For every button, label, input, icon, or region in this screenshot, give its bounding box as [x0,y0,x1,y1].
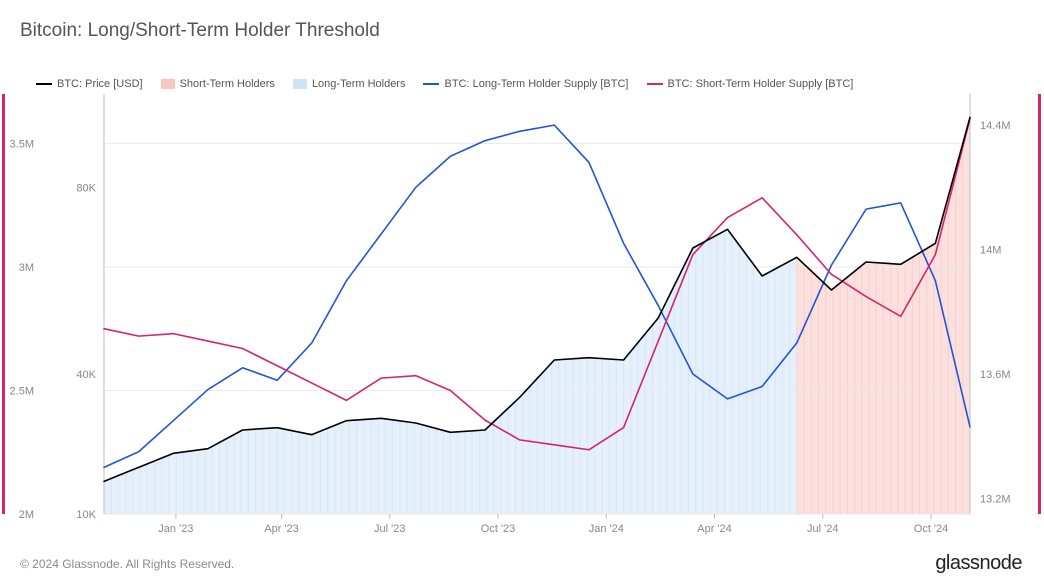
legend: BTC: Price [USD] Short-Term Holders Long… [36,78,853,90]
legend-lth: BTC: Long-Term Holder Supply [BTC] [423,78,628,90]
svg-text:14M: 14M [980,245,1001,257]
legend-swatch-sth [647,83,663,85]
legend-lth-bg: Long-Term Holders [293,78,406,90]
svg-text:Apr '23: Apr '23 [264,523,299,535]
legend-label-lth: BTC: Long-Term Holder Supply [BTC] [444,78,628,90]
svg-text:13.2M: 13.2M [980,493,1011,505]
svg-text:Oct '24: Oct '24 [914,523,949,535]
svg-text:Apr '24: Apr '24 [697,523,732,535]
svg-text:40K: 40K [76,369,96,381]
svg-text:Oct '23: Oct '23 [481,523,516,535]
chart-title: Bitcoin: Long/Short-Term Holder Threshol… [20,20,380,42]
copyright: © 2024 Glassnode. All Rights Reserved. [20,557,234,571]
svg-text:14.4M: 14.4M [980,120,1011,132]
legend-swatch-sth-bg [161,79,175,89]
legend-price: BTC: Price [USD] [36,78,143,90]
svg-text:Jan '23: Jan '23 [158,523,193,535]
legend-label-sth: BTC: Short-Term Holder Supply [BTC] [668,78,854,90]
svg-text:2M: 2M [19,509,34,521]
svg-text:80K: 80K [76,182,96,194]
legend-sth-bg: Short-Term Holders [161,78,275,90]
svg-text:Jul '24: Jul '24 [807,523,838,535]
legend-swatch-lth-bg [293,79,307,89]
svg-text:Jan '24: Jan '24 [589,523,624,535]
brand-logo: glassnode [935,552,1022,575]
legend-swatch-lth [423,83,439,85]
svg-text:3.5M: 3.5M [10,138,34,150]
svg-text:2.5M: 2.5M [10,385,34,397]
legend-swatch-price [36,83,52,85]
chart-svg: Jan '23 Apr '23 Jul '23 Oct '23 Jan '24 Apr '… [0,94,1044,540]
svg-text:13.6M: 13.6M [980,369,1011,381]
svg-text:Jul '23: Jul '23 [374,523,405,535]
svg-text:3M: 3M [19,262,34,274]
legend-sth: BTC: Short-Term Holder Supply [BTC] [647,78,854,90]
legend-label-lth-bg: Long-Term Holders [312,78,406,90]
svg-text:10K: 10K [76,509,96,521]
chart-area: Jan '23 Apr '23 Jul '23 Oct '23 Jan '24 Apr '… [0,94,1044,540]
legend-label-sth-bg: Short-Term Holders [180,78,275,90]
legend-label-price: BTC: Price [USD] [57,78,143,90]
